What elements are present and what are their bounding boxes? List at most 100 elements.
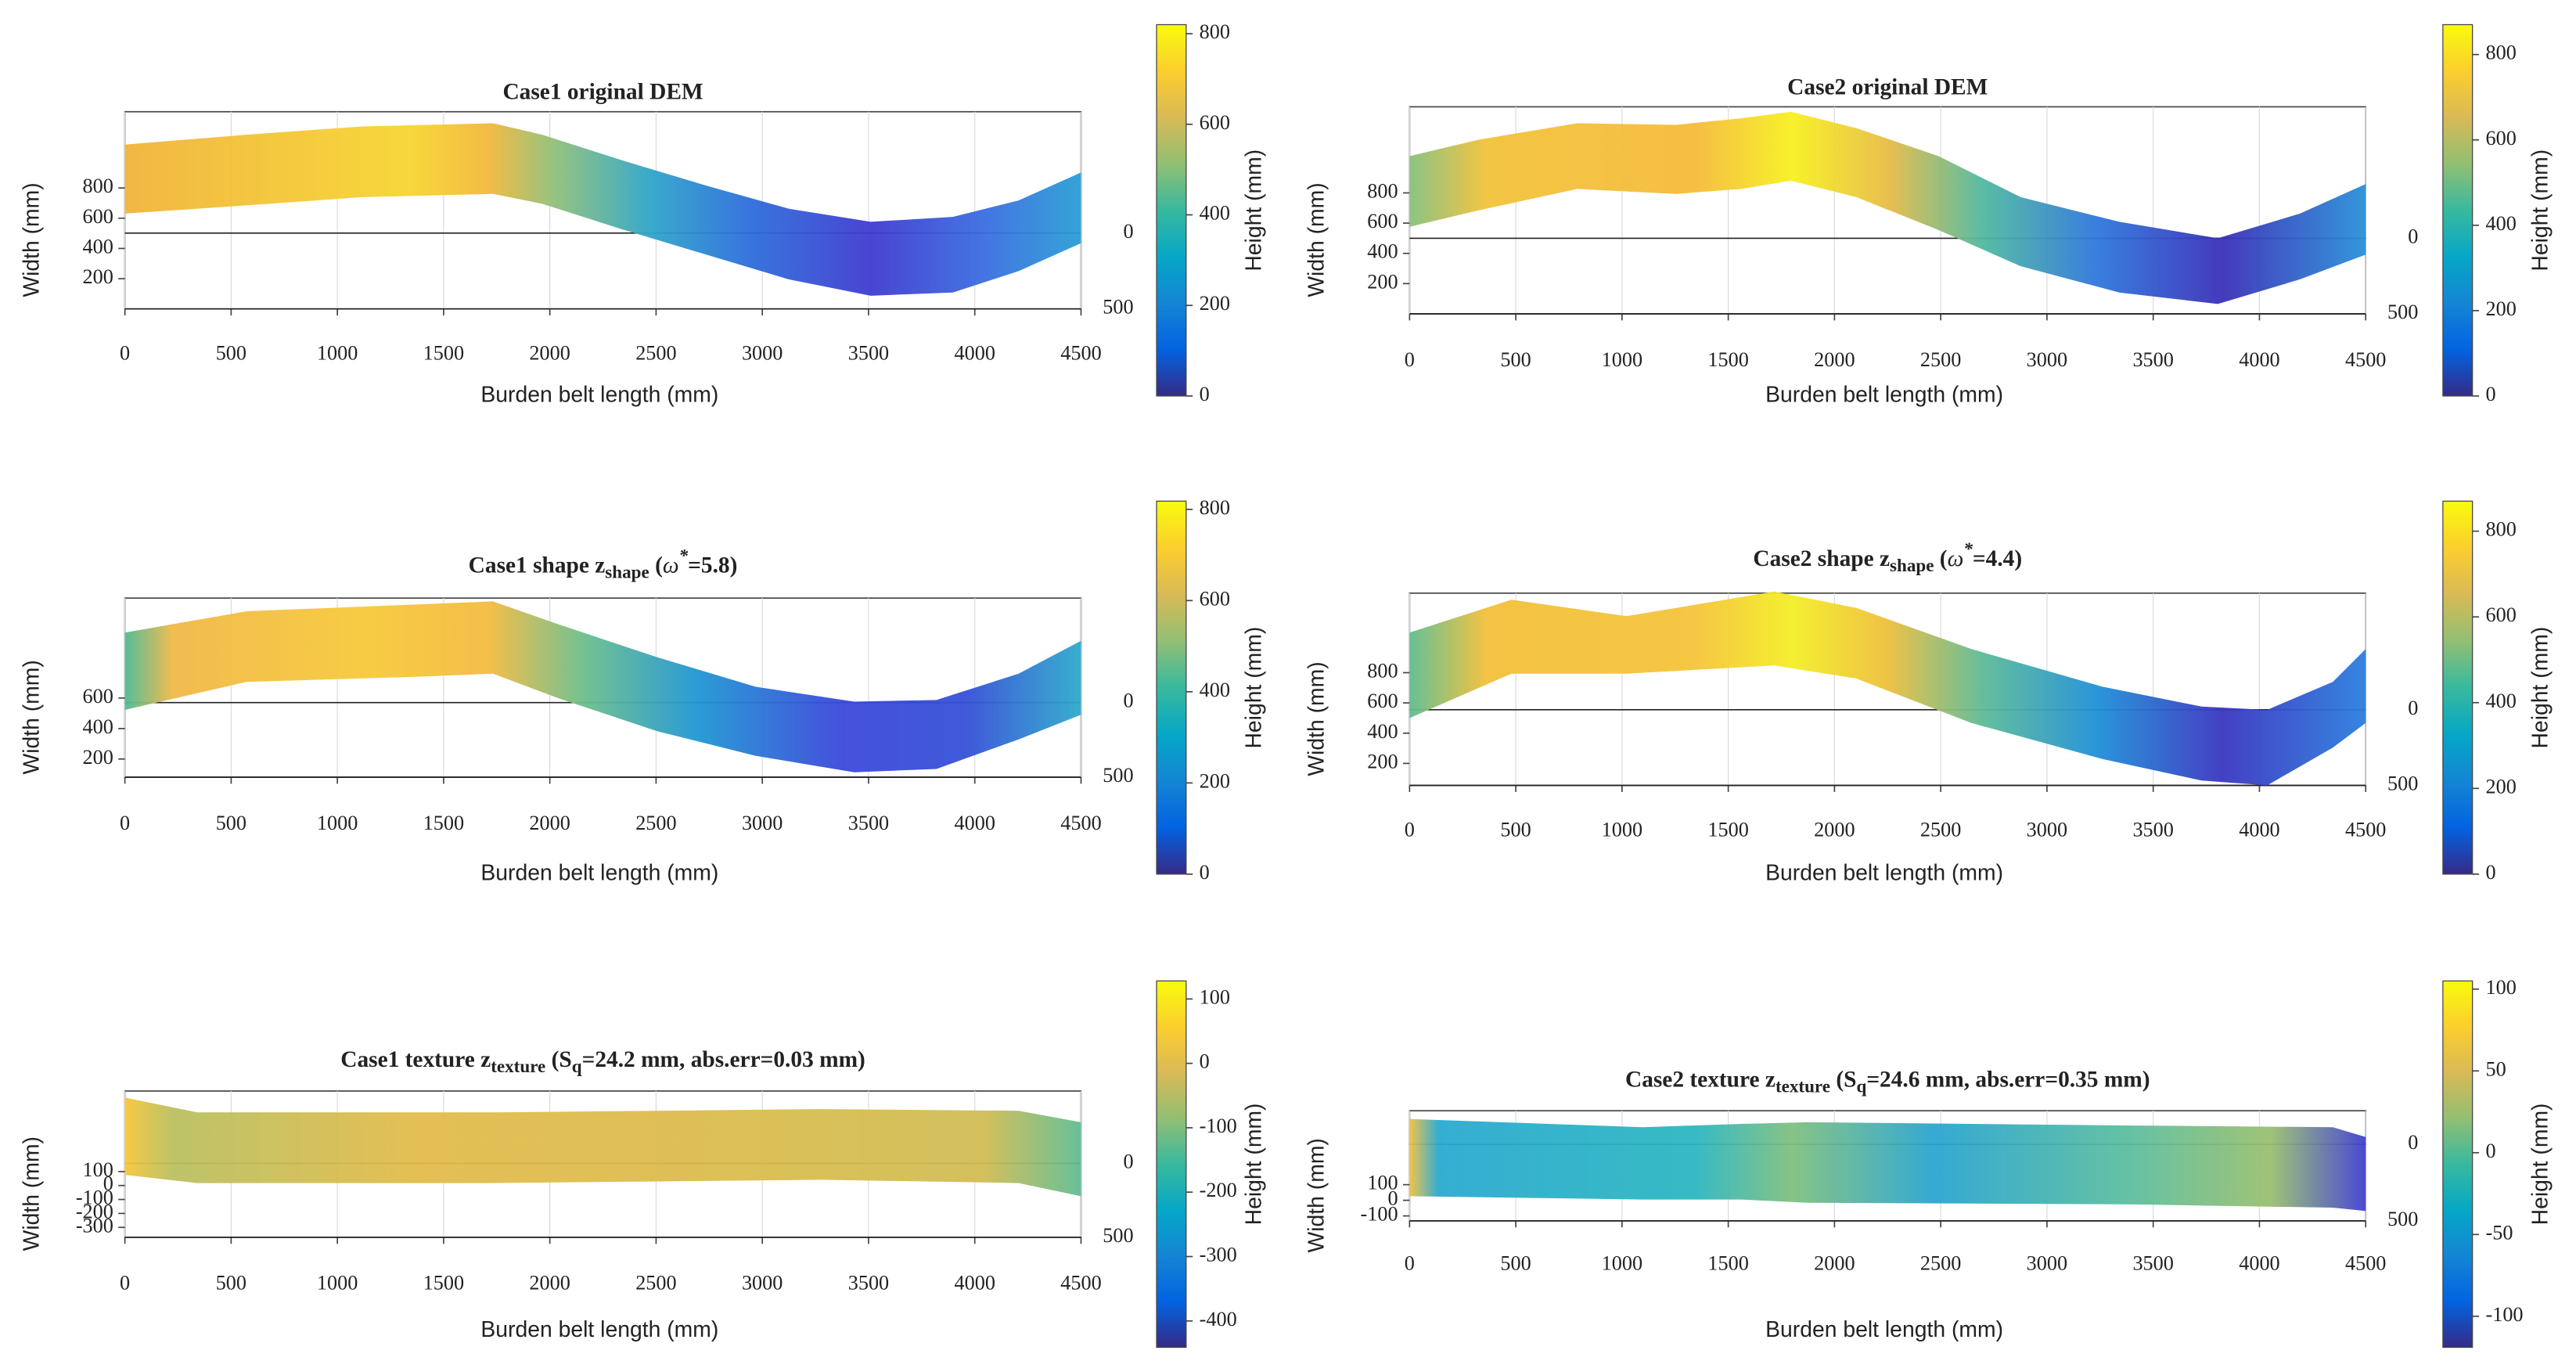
colorbar-tick-label: -300 xyxy=(1200,1244,1237,1266)
x-tick-label: 500 xyxy=(216,341,246,364)
x-tick-label: 1000 xyxy=(1602,348,1642,371)
title-part: =24.2 mm, abs.err=0.03 mm) xyxy=(582,1047,865,1072)
title-part: texture xyxy=(1775,1075,1830,1096)
colorbar-tick-label: 0 xyxy=(2485,383,2495,405)
y-tick-label: 800 xyxy=(1367,660,1398,682)
panel: 0 500 1000 1500 2000 2500 3000 3500 4000 45005000… xyxy=(20,20,1267,407)
panel-title: Case1 original DEM xyxy=(502,79,703,104)
x-tick-label: 0 xyxy=(1405,1252,1415,1275)
colorbar-tick-label: 800 xyxy=(2485,41,2516,64)
x-tick-label: 2000 xyxy=(529,1272,570,1295)
colorbar-label: Height (mm) xyxy=(1241,1104,1266,1226)
panel-title: Case1 texture ztexture (Sq=24.2 mm, abs.… xyxy=(340,1047,865,1076)
y-tick-label: 600 xyxy=(83,205,113,228)
y-tick-label: 600 xyxy=(1367,210,1398,232)
colorbar xyxy=(1156,980,1187,1349)
colorbar-tick-label: 600 xyxy=(2485,603,2516,626)
y-axis-label: Width (mm) xyxy=(1304,661,1329,776)
x-tick-label: 1000 xyxy=(1602,1252,1642,1275)
x-tick-label: 500 xyxy=(216,812,246,834)
colorbar xyxy=(1156,23,1187,397)
colorbar-tick-label: 100 xyxy=(2485,976,2516,999)
x-tick-label: 4500 xyxy=(1060,1272,1101,1295)
x-tick-label: 1500 xyxy=(1707,1252,1748,1275)
title-part: shape xyxy=(605,561,649,582)
z-tick-label: 500 xyxy=(2387,301,2418,323)
panel-title: Case2 original DEM xyxy=(1787,74,1988,99)
x-axis-label: Burden belt length (mm) xyxy=(1765,382,2003,407)
x-axis-label: Burden belt length (mm) xyxy=(480,1317,718,1342)
y-tick-label: 400 xyxy=(83,715,113,738)
x-tick-label: 4500 xyxy=(2345,818,2386,841)
panel: 0 500 1000 1500 2000 2500 3000 3500 4000 45005000… xyxy=(1304,976,2553,1349)
y-tick-label: 0 xyxy=(103,1172,113,1195)
colorbar-tick-label: 0 xyxy=(2485,861,2495,884)
x-tick-label: 1000 xyxy=(317,812,358,834)
x-tick-label: 3500 xyxy=(848,341,889,364)
x-tick-label: 4000 xyxy=(2239,348,2279,371)
surface xyxy=(1409,111,2366,304)
x-tick-label: 4500 xyxy=(1060,341,1101,364)
x-axis-label: Burden belt length (mm) xyxy=(480,382,718,407)
title-part: Case1 texture z xyxy=(340,1047,491,1072)
y-tick-label: 200 xyxy=(1367,750,1398,772)
panel: 0 500 1000 1500 2000 2500 3000 3500 4000 45005000… xyxy=(1304,23,2553,407)
title-part: texture xyxy=(491,1056,545,1076)
x-tick-label: 4500 xyxy=(2345,1252,2386,1275)
surface xyxy=(124,123,1081,296)
x-tick-label: 1000 xyxy=(317,341,358,364)
title-part: =4.4) xyxy=(1973,546,2022,571)
colorbar-label: Height (mm) xyxy=(1241,627,1266,749)
title-part: (S xyxy=(545,1047,571,1072)
y-tick-label: 100 xyxy=(83,1158,113,1181)
colorbar-tick-label: 0 xyxy=(1200,1050,1210,1073)
x-tick-label: 3500 xyxy=(2132,818,2173,841)
x-tick-label: 0 xyxy=(1405,818,1415,841)
x-tick-label: 4000 xyxy=(2239,818,2279,841)
colorbar-tick-label: 0 xyxy=(2485,1140,2495,1162)
x-tick-label: 1500 xyxy=(423,1272,464,1295)
z-tick-label: 500 xyxy=(1103,296,1133,319)
title-part: ( xyxy=(649,553,663,578)
x-tick-label: 3000 xyxy=(2027,1252,2067,1275)
z-tick-label: 500 xyxy=(2387,1208,2418,1230)
colorbar-tick-label: 400 xyxy=(1200,679,1230,701)
colorbar-tick-label: 100 xyxy=(1200,985,1230,1008)
x-tick-label: 3500 xyxy=(848,1272,889,1295)
y-tick-label: -200 xyxy=(76,1200,113,1223)
title-part: ω xyxy=(663,553,679,578)
x-tick-label: 500 xyxy=(1500,348,1531,371)
y-tick-label: 0 xyxy=(1388,1187,1398,1210)
panel-title: Case2 texture ztexture (Sq=24.6 mm, abs.… xyxy=(1625,1067,2150,1096)
y-tick-label: 600 xyxy=(1367,690,1398,712)
x-tick-label: 500 xyxy=(1500,818,1531,841)
colorbar-tick-label: 0 xyxy=(1200,861,1210,884)
x-tick-label: 3500 xyxy=(848,812,889,834)
title-part: =5.8) xyxy=(688,553,737,578)
panel: 0 500 1000 1500 2000 2500 3000 3500 4000 45005000… xyxy=(20,496,1267,886)
colorbar-tick-label: 800 xyxy=(2485,518,2516,541)
y-tick-label: -100 xyxy=(76,1187,113,1209)
title-part: Case1 original DEM xyxy=(502,79,703,104)
title-part: q xyxy=(1856,1075,1866,1096)
x-tick-label: 4000 xyxy=(2239,1252,2279,1275)
colorbar-tick-label: 800 xyxy=(1200,496,1230,519)
colorbar xyxy=(2442,23,2473,397)
x-tick-label: 2500 xyxy=(635,812,676,834)
y-axis-label: Width (mm) xyxy=(1304,1138,1329,1252)
panel: 0 500 1000 1500 2000 2500 3000 3500 4000 45005000… xyxy=(20,980,1266,1349)
x-tick-label: 0 xyxy=(1405,348,1415,371)
z-tick-label: 0 xyxy=(1124,1150,1134,1172)
surface xyxy=(124,1097,1081,1197)
colorbar-tick-label: 600 xyxy=(2485,127,2516,149)
x-tick-label: 2500 xyxy=(1920,348,1961,371)
y-tick-label: 200 xyxy=(83,265,113,288)
x-tick-label: 1000 xyxy=(1602,818,1642,841)
y-tick-label: -100 xyxy=(1361,1203,1398,1226)
x-tick-label: 3000 xyxy=(742,341,783,364)
z-tick-label: 500 xyxy=(1103,764,1133,787)
colorbar-tick-label: -50 xyxy=(2485,1221,2513,1244)
colorbar xyxy=(1156,500,1187,875)
